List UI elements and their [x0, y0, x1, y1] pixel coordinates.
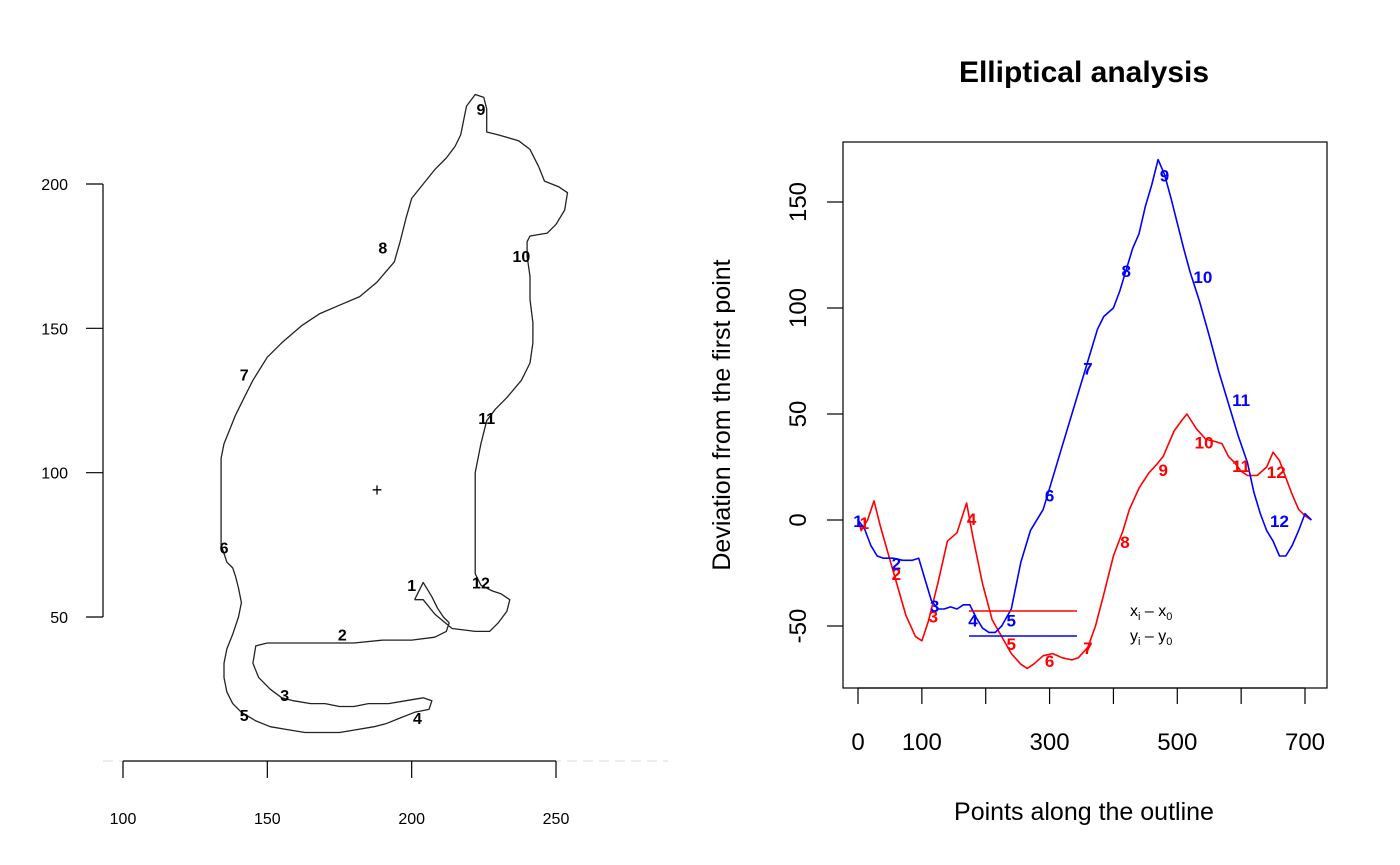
- series-point-label: 12: [1270, 512, 1289, 531]
- outline-point-label: 11: [478, 411, 495, 428]
- outline-y-axis: 50 100 150 200: [41, 177, 104, 627]
- centroid-plus: +: [372, 480, 383, 500]
- series-point-label: 6: [1045, 652, 1054, 671]
- y-tick-label: 0: [785, 513, 812, 526]
- series-point-label: 1: [860, 514, 869, 533]
- x-tick-label: 700: [1285, 729, 1325, 756]
- outline-x-axis: 100 150 200 250: [103, 760, 668, 828]
- x-tick-label: 100: [110, 811, 137, 828]
- series-point-label: 4: [968, 612, 978, 631]
- series-point-label: 4: [967, 510, 977, 529]
- centroid-marker: +: [372, 480, 383, 500]
- outline-point-label: 7: [240, 368, 249, 385]
- legend: xi – x0 yi – y0: [969, 603, 1172, 648]
- y-tick-label: 100: [41, 466, 68, 483]
- series-point-label: 8: [1121, 262, 1130, 281]
- x-tick-label: 200: [398, 811, 425, 828]
- series-point-label: 2: [892, 554, 901, 573]
- plot-frame: [842, 141, 1328, 689]
- y-axis-label: Deviation from the first point: [708, 259, 736, 570]
- series-point-label: 10: [1195, 434, 1214, 453]
- x-tick-label: 250: [543, 811, 570, 828]
- y-tick-label: -50: [785, 609, 812, 644]
- series-point-label: 12: [1267, 463, 1286, 482]
- outline-point-label: 12: [472, 575, 490, 592]
- outline-point-label: 2: [338, 627, 347, 644]
- x-tick-label: 150: [254, 811, 281, 828]
- outline-point-label: 6: [220, 541, 229, 558]
- series-point-label: 8: [1120, 533, 1129, 552]
- series-point-label: 1: [853, 512, 862, 531]
- outline-point-label: 9: [476, 102, 485, 119]
- series-point-label: 3: [929, 607, 938, 626]
- series-point-label: 6: [1045, 487, 1054, 506]
- x-tick-label: 100: [902, 729, 942, 756]
- outline-point-label: 10: [512, 249, 530, 266]
- series-line-y: [857, 158, 1312, 634]
- series-point-label: 11: [1232, 391, 1250, 410]
- x-tick-label: 500: [1157, 729, 1197, 756]
- y-tick-label: 100: [785, 288, 812, 328]
- series-point-label: 5: [1007, 612, 1016, 631]
- elliptical-analysis-plot: Elliptical analysis 0 100 300 500 700 -50050…: [708, 56, 1328, 826]
- x-tick-label: 300: [1030, 729, 1070, 756]
- series-point-label: 9: [1159, 461, 1168, 480]
- outline-point-label: 1: [407, 578, 416, 595]
- series-point-label: 3: [930, 597, 939, 616]
- series-point-label: 9: [1160, 166, 1169, 185]
- outline-point-label: 4: [413, 711, 422, 728]
- y-tick-label: 50: [785, 401, 812, 428]
- legend-label: xi – x0: [1130, 603, 1172, 623]
- y-tick-label: 150: [785, 182, 812, 222]
- x-tick-label: 0: [851, 729, 864, 756]
- cat-outline-path: [220, 93, 569, 734]
- x-axis-label: Points along the outline: [954, 798, 1214, 826]
- series-point-label: 11: [1232, 457, 1250, 476]
- y-tick-label: 200: [41, 177, 68, 194]
- chart-title: Elliptical analysis: [959, 56, 1209, 89]
- legend-label: yi – y0: [1130, 628, 1172, 648]
- series-point-label: 7: [1083, 359, 1092, 378]
- series-point-label: 2: [892, 565, 901, 584]
- elliptical-x-axis: 0 100 300 500 700: [851, 687, 1325, 756]
- series-point-label: 7: [1083, 639, 1092, 658]
- series-point-label: 5: [1007, 635, 1016, 654]
- outline-point-label: 3: [280, 688, 289, 705]
- series-point-label: 10: [1193, 268, 1212, 287]
- y-tick-label: 150: [41, 321, 68, 338]
- y-tick-label: 50: [50, 610, 68, 627]
- elliptical-y-axis: -50 0 50 100 150: [785, 182, 843, 643]
- outline-point-label: 8: [378, 241, 387, 258]
- outline-point-label: 5: [240, 708, 249, 725]
- series-lines: [857, 158, 1312, 670]
